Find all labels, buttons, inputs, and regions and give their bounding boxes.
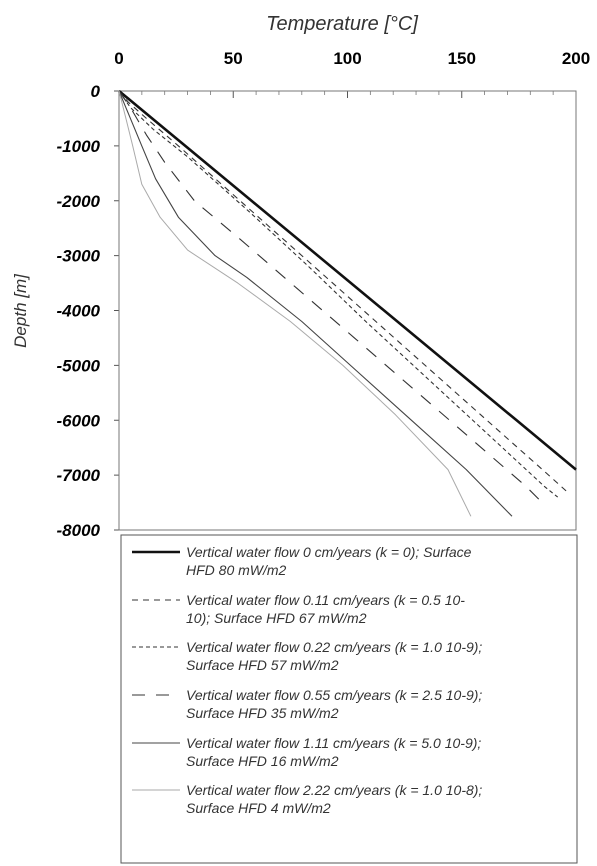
y-tick-label: -4000 bbox=[57, 302, 101, 321]
series-line-6 bbox=[118, 90, 472, 517]
series-lines bbox=[118, 89, 577, 517]
legend: Vertical water flow 0 cm/years (k = 0); … bbox=[132, 544, 482, 816]
x-axis-title: Temperature [°C] bbox=[266, 13, 418, 35]
series-line-4 bbox=[118, 90, 540, 501]
y-tick-label: 0 bbox=[91, 82, 101, 101]
series-line-1 bbox=[118, 89, 577, 471]
legend-label: Surface HFD 57 mW/m2 bbox=[186, 657, 339, 673]
x-tick-label: 0 bbox=[114, 49, 123, 68]
legend-label: HFD 80 mW/m2 bbox=[186, 562, 287, 578]
legend-label: Vertical water flow 0.11 cm/years (k = 0… bbox=[186, 592, 465, 608]
y-tick-label: -7000 bbox=[57, 466, 101, 485]
legend-label: 10); Surface HFD 67 mW/m2 bbox=[186, 610, 367, 626]
y-tick-label: -6000 bbox=[57, 411, 101, 430]
legend-label: Vertical water flow 0.22 cm/years (k = 1… bbox=[186, 639, 482, 655]
legend-label: Surface HFD 16 mW/m2 bbox=[186, 753, 339, 769]
x-axis-ticks: 0 50 100 150 200 bbox=[114, 49, 590, 98]
legend-label: Vertical water flow 0 cm/years (k = 0); … bbox=[186, 544, 472, 560]
y-tick-label: -5000 bbox=[57, 356, 101, 375]
series-line-2 bbox=[118, 90, 568, 493]
y-tick-label: -8000 bbox=[57, 521, 101, 540]
legend-label: Vertical water flow 0.55 cm/years (k = 2… bbox=[186, 687, 482, 703]
legend-box bbox=[120, 534, 578, 864]
y-axis-title: Depth [m] bbox=[11, 273, 30, 348]
legend-label: Surface HFD 35 mW/m2 bbox=[186, 705, 339, 721]
legend-label: Vertical water flow 1.11 cm/years (k = 5… bbox=[186, 735, 481, 751]
x-tick-label: 150 bbox=[448, 49, 476, 68]
series-line-5 bbox=[118, 90, 513, 517]
plot-frame bbox=[118, 90, 577, 531]
x-tick-label: 50 bbox=[224, 49, 243, 68]
y-axis-ticks: 0 -1000 -2000 -3000 -4000 -5000 -6000 -7000 -800… bbox=[57, 82, 119, 540]
y-tick-label: -1000 bbox=[57, 137, 101, 156]
legend-label: Surface HFD 4 mW/m2 bbox=[186, 800, 331, 816]
legend-label: Vertical water flow 2.22 cm/years (k = 1… bbox=[186, 782, 482, 798]
y-tick-label: -2000 bbox=[57, 192, 101, 211]
x-tick-label: 200 bbox=[562, 49, 590, 68]
y-tick-label: -3000 bbox=[57, 247, 101, 266]
x-tick-label: 100 bbox=[333, 49, 361, 68]
series-line-3 bbox=[118, 90, 559, 498]
